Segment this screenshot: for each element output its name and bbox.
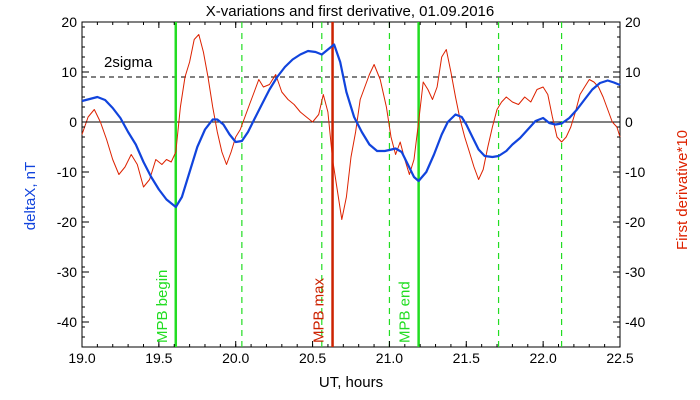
y-left-tick-label: -30 [57, 264, 77, 280]
annotation-mpb-begin: MPB begin [154, 270, 171, 343]
y-left-tick-label: -40 [57, 314, 77, 330]
series-line-deltax [81, 43, 621, 209]
x-axis: 19.0 19.5 20.0 20.5 21.0 21.5 22.0 22.5 [68, 22, 634, 366]
event-lines [174, 22, 563, 347]
x-tick-label: 21.0 [376, 350, 403, 366]
y-axis-left-label: deltaX, nT [22, 162, 39, 230]
x-tick-label: 19.5 [145, 350, 172, 366]
chart-title: X-variations and first derivative, 01.09… [206, 3, 495, 20]
y-left-tick-label: -10 [57, 164, 77, 180]
y-right-tick-label: -20 [625, 214, 645, 230]
annotation-2sigma: 2sigma [104, 54, 153, 71]
x-tick-label: 20.5 [299, 350, 326, 366]
plot-frame [81, 21, 621, 348]
y-axis-left: 20 10 0 -10 -20 -30 -40 [57, 14, 89, 348]
annotation-mpb-max: MPB max [311, 277, 328, 343]
y-right-tick-label: 10 [625, 64, 641, 80]
y-right-tick-label: 0 [625, 114, 633, 130]
y-left-tick-label: -20 [57, 214, 77, 230]
x-tick-label: 20.0 [222, 350, 249, 366]
x-tick-label: 22.0 [530, 350, 557, 366]
y-left-tick-label: 10 [61, 64, 77, 80]
y-right-tick-label: -30 [625, 264, 645, 280]
series-lines [81, 34, 621, 220]
reference-lines [82, 76, 620, 123]
y-left-tick-label: 20 [61, 14, 77, 30]
x-tick-label: 19.0 [68, 350, 95, 366]
y-right-tick-label: -40 [625, 314, 645, 330]
y-right-tick-label: 20 [625, 14, 641, 30]
series-line-derivative [81, 34, 621, 220]
y-right-tick-label: -10 [625, 164, 645, 180]
y-axis-right: 20 10 0 -10 -20 -30 -40 [613, 14, 645, 348]
annotations: 2sigma MPB begin MPB max MPB end [104, 54, 414, 343]
x-tick-label: 22.5 [606, 350, 633, 366]
y-axis-right-label: First derivative*10 [674, 130, 691, 250]
y-left-tick-label: 0 [69, 114, 77, 130]
x-axis-label: UT, hours [319, 374, 383, 391]
x-tick-label: 21.5 [453, 350, 480, 366]
annotation-mpb-end: MPB end [397, 281, 414, 343]
